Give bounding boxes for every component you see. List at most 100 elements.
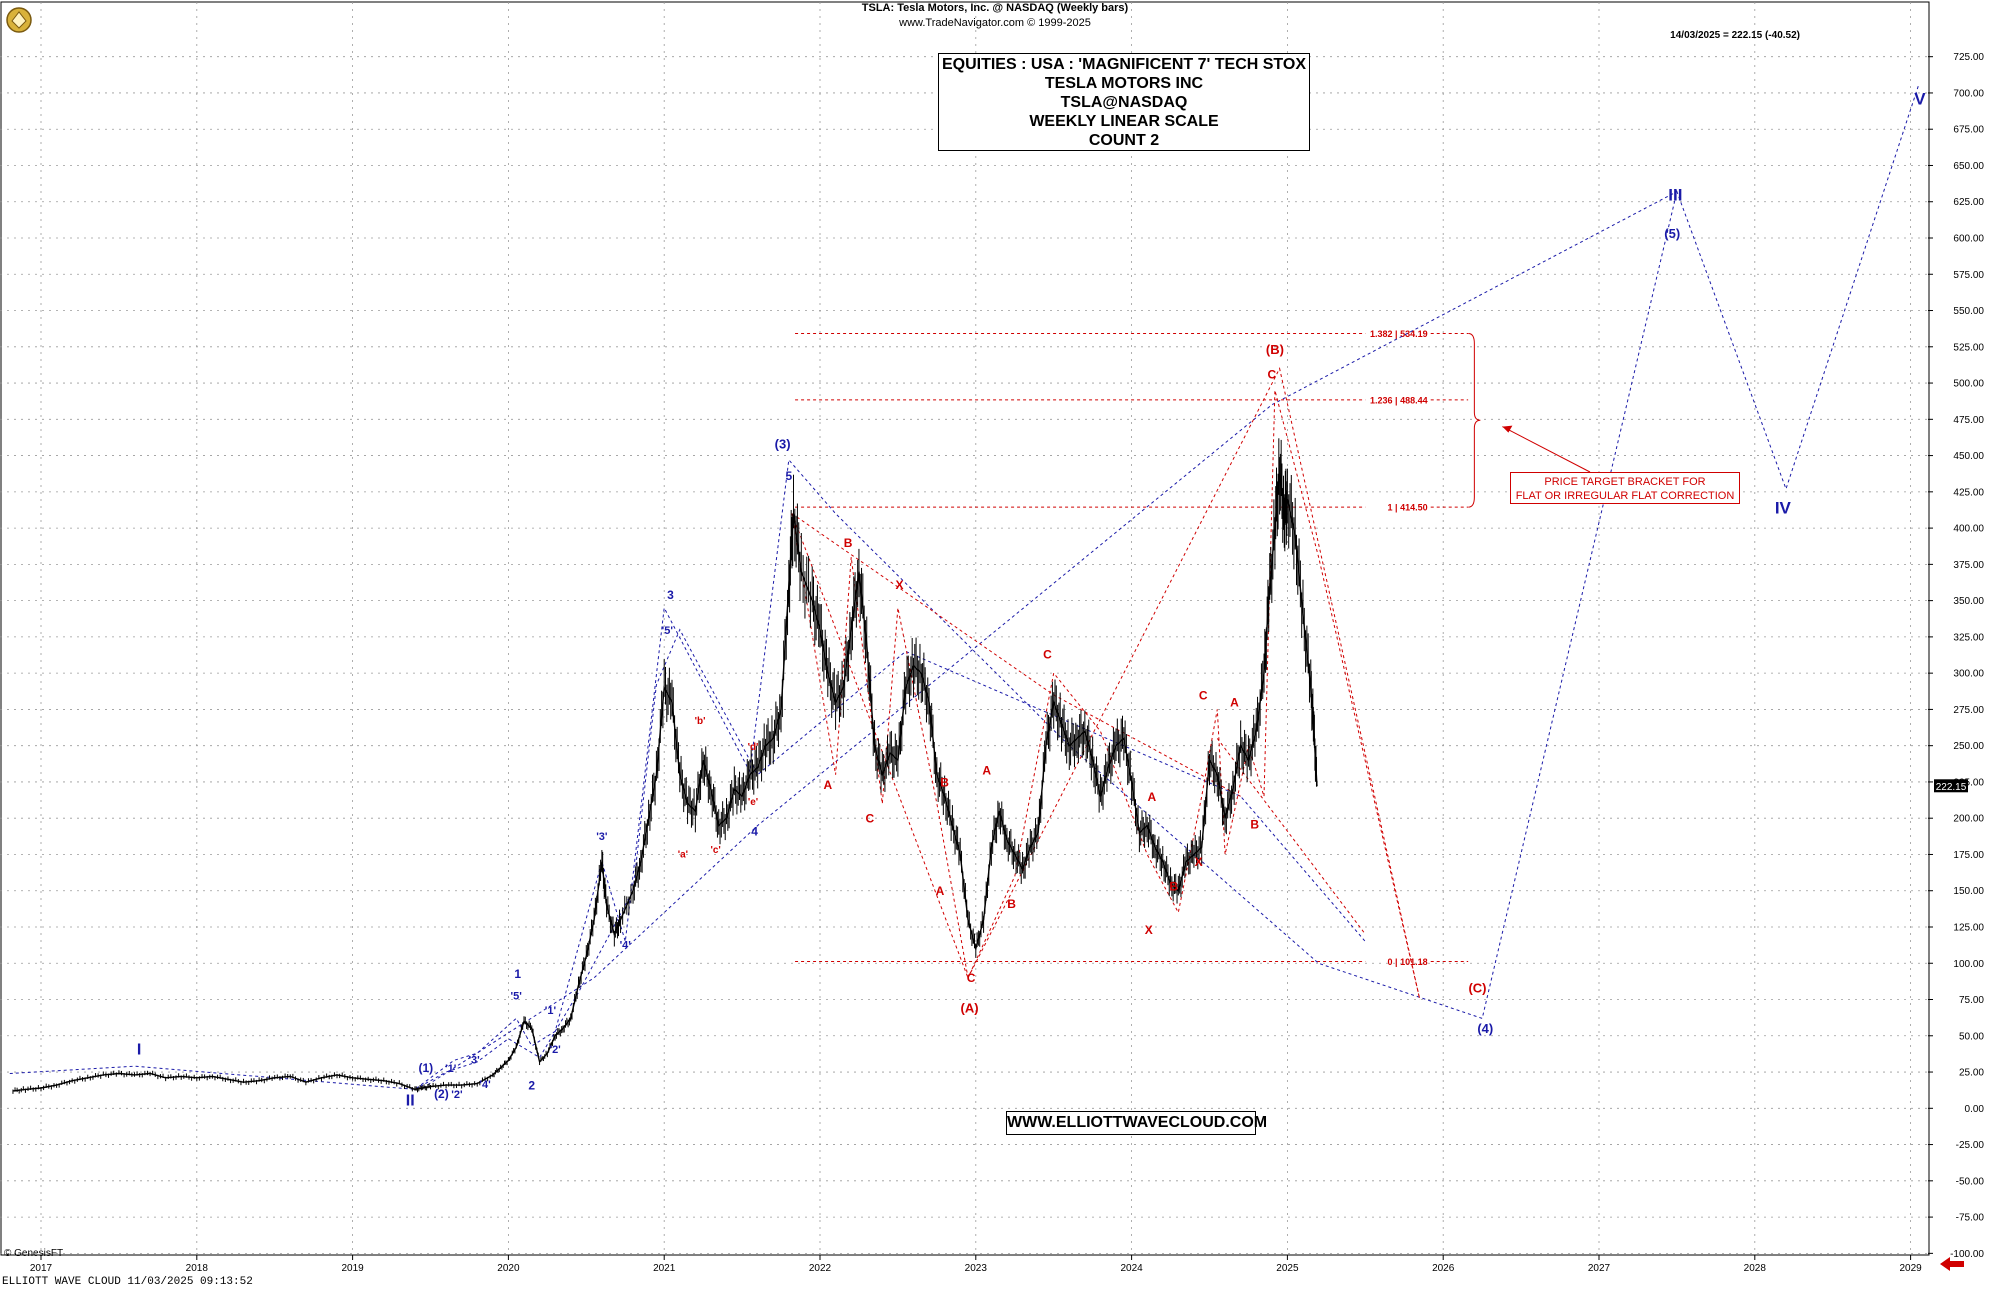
- wave-label: '1': [545, 1005, 557, 1017]
- y-tick-label: 100.00: [1953, 959, 1984, 970]
- title-line-1: EQUITIES : USA : 'MAGNIFICENT 7' TECH ST…: [941, 56, 1307, 73]
- y-tick-label: 350.00: [1953, 596, 1984, 607]
- current-price-label: 222.15: [1936, 782, 1967, 793]
- wave-label: (1): [418, 1061, 433, 1075]
- wave-label: B: [1007, 897, 1016, 911]
- wave-label: I: [137, 1042, 141, 1059]
- wave-label: 3: [667, 588, 674, 602]
- x-tick-label: 2018: [186, 1263, 209, 1274]
- y-tick-label: 625.00: [1953, 197, 1984, 208]
- y-axis: -100.00 -75.00 -50.00 -25.00 0.00 25.00 50.00 7…: [1928, 52, 1984, 1260]
- chart-header-title: TSLA: Tesla Motors, Inc. @ NASDAQ (Weekl…: [861, 2, 1129, 14]
- wave-label: II: [406, 1092, 415, 1109]
- wave-label: (A): [961, 1001, 979, 1016]
- reference-line-label: 1 | 414.50: [1388, 503, 1428, 513]
- y-tick-label: 475.00: [1953, 415, 1984, 426]
- x-tick-label: 2021: [653, 1263, 676, 1274]
- wave-label: X: [895, 578, 903, 592]
- chart-header-source: www.TradeNavigator.com © 1999-2025: [899, 17, 1091, 29]
- wave-label: 1: [514, 967, 521, 981]
- wave-label: '5': [511, 991, 523, 1003]
- wave-label: III: [1668, 185, 1682, 204]
- wave-label: B: [940, 775, 949, 789]
- reference-line-label: 1.236 | 488.44: [1370, 395, 1428, 405]
- copyright: © GenesisFT: [4, 1248, 64, 1259]
- fibonacci-reference-lines: 1.382 | 534.19 1.236 | 488.44 1 | 414.50 0 …: [795, 329, 1469, 967]
- wave-label: B: [1250, 817, 1259, 831]
- price-line: [12, 470, 1318, 1092]
- y-tick-label: 375.00: [1953, 560, 1984, 571]
- y-tick-label: -75.00: [1956, 1213, 1985, 1224]
- x-axis: 2017 2018 2019 2020 2021 2022 2023 2024 2025 2026…: [30, 1255, 1964, 1274]
- bracket-arrow-line: [1502, 426, 1591, 473]
- reference-line-label: 0 | 101.18: [1388, 957, 1428, 967]
- wave-label: 5: [785, 469, 792, 483]
- wave-label: C: [866, 812, 875, 826]
- wave-label: (C): [1468, 980, 1486, 995]
- wave-label: (4): [1477, 1021, 1493, 1036]
- wave-label: '3': [596, 831, 608, 843]
- y-tick-label: 400.00: [1953, 524, 1984, 535]
- wave-label: (B): [1266, 342, 1284, 357]
- wave-label: '4': [620, 940, 632, 952]
- wave-label: (3): [775, 436, 791, 451]
- price-series: [12, 438, 1318, 1094]
- y-tick-label: 575.00: [1953, 270, 1984, 281]
- y-tick-label: 200.00: [1953, 814, 1984, 825]
- y-tick-label: 325.00: [1953, 632, 1984, 643]
- y-tick-label: 525.00: [1953, 342, 1984, 353]
- footer-text: ELLIOTT WAVE CLOUD 11/03/2025 09:13:52: [2, 1276, 253, 1288]
- y-tick-label: 250.00: [1953, 741, 1984, 752]
- bracket-brace: [1468, 332, 1481, 508]
- x-tick-label: 2026: [1432, 1263, 1455, 1274]
- title-line-4: WEEKLY LINEAR SCALE: [1029, 113, 1219, 130]
- blue-wave-path: [414, 628, 1366, 1090]
- y-tick-label: 550.00: [1953, 306, 1984, 317]
- wave-label: 'c': [710, 845, 720, 856]
- wave-label: '2': [549, 1044, 561, 1056]
- title-line-2: TESLA MOTORS INC: [1044, 75, 1204, 92]
- last-value-readout: 14/03/2025 = 222.15 (-40.52): [1670, 30, 1800, 41]
- y-tick-label: 675.00: [1953, 125, 1984, 136]
- wave-label: '5': [662, 625, 674, 637]
- bracket-arrow-head: [1502, 425, 1513, 433]
- y-tick-label: -100.00: [1950, 1249, 1984, 1260]
- wave-label: '3': [468, 1054, 480, 1066]
- note-line-1: PRICE TARGET BRACKET FOR: [1544, 476, 1706, 488]
- wave-label: A: [936, 884, 945, 898]
- x-tick-label: 2022: [809, 1263, 832, 1274]
- y-tick-label: 425.00: [1953, 487, 1984, 498]
- x-tick-label: 2027: [1588, 1263, 1611, 1274]
- title-line-3: TSLA@NASDAQ: [1060, 94, 1188, 111]
- wave-label: '2': [451, 1089, 463, 1101]
- logo-icon: [6, 7, 32, 33]
- y-tick-label: 225.00: [1953, 777, 1984, 788]
- wave-projection-paths: [9, 85, 1919, 1090]
- wave-label: X: [1195, 855, 1203, 869]
- y-tick-label: 50.00: [1959, 1031, 1984, 1042]
- x-tick-label: 2025: [1276, 1263, 1299, 1274]
- y-tick-label: 175.00: [1953, 850, 1984, 861]
- y-tick-label: 0.00: [1965, 1104, 1985, 1115]
- target-bracket: [1468, 332, 1591, 508]
- y-tick-label: 150.00: [1953, 886, 1984, 897]
- wave-label: A: [1148, 790, 1157, 804]
- website-box: WWW.ELLIOTTWAVECLOUD.COM: [1006, 1111, 1267, 1135]
- wave-label: 'b': [695, 716, 706, 727]
- x-tick-label: 2017: [30, 1263, 53, 1274]
- red-wave-path: [1216, 738, 1366, 935]
- wave-label: IV: [1775, 499, 1792, 518]
- scroll-arrow-icon: [1940, 1257, 1964, 1271]
- y-tick-label: 75.00: [1959, 995, 1984, 1006]
- x-tick-label: 2020: [497, 1263, 520, 1274]
- y-tick-label: 650.00: [1953, 161, 1984, 172]
- wave-label: B: [844, 536, 853, 550]
- genesis-logo: [4, 4, 34, 39]
- y-tick-label: -25.00: [1956, 1140, 1985, 1151]
- x-tick-label: 2029: [1899, 1263, 1922, 1274]
- wave-label: '1': [445, 1063, 457, 1075]
- wave-label: X: [1145, 923, 1153, 937]
- wave-label: C: [1199, 688, 1208, 702]
- wave-label: A: [823, 778, 832, 792]
